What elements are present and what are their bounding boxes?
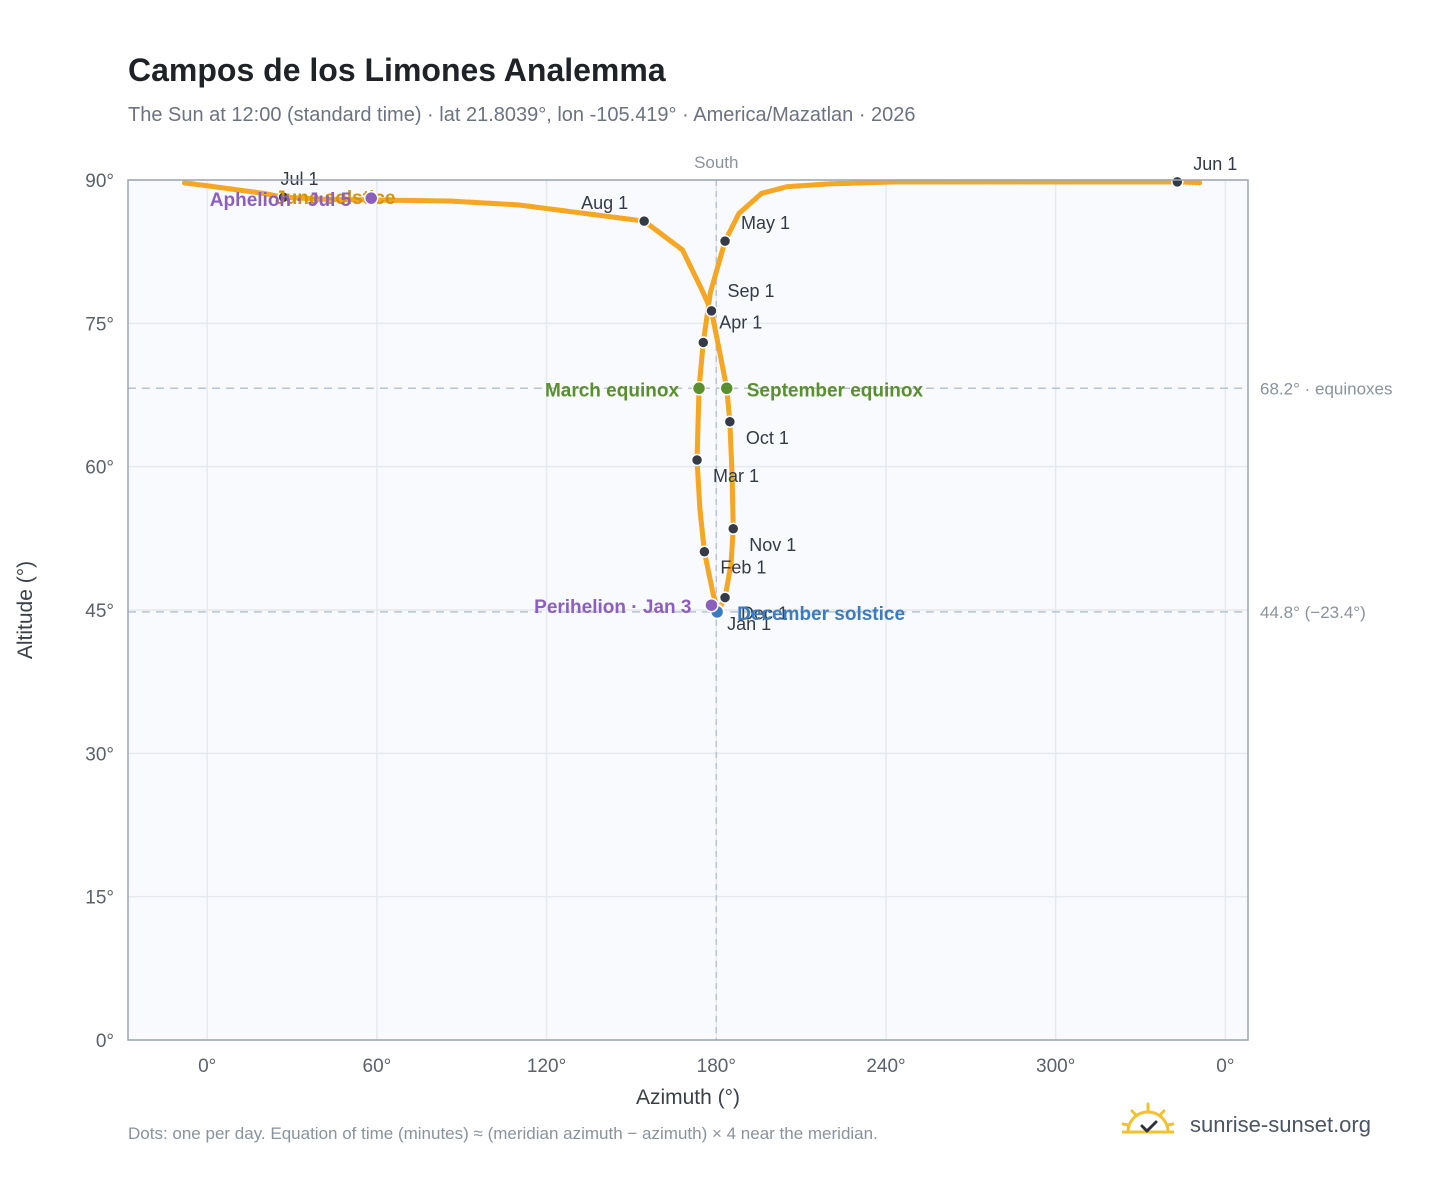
month-marker bbox=[277, 190, 290, 204]
y-tick-label: 60° bbox=[85, 458, 114, 479]
page-subtitle: The Sun at 12:00 (standard time) · lat 2… bbox=[128, 104, 916, 126]
y-tick-label: 30° bbox=[85, 744, 114, 765]
event-marker bbox=[704, 597, 719, 613]
event-marker bbox=[691, 381, 707, 396]
day-dot bbox=[1196, 180, 1203, 186]
month-marker-label: Sep 1 bbox=[727, 281, 774, 301]
x-tick-label: 0° bbox=[198, 1056, 216, 1077]
month-marker-label: Apr 1 bbox=[719, 312, 762, 332]
meridian-label: South bbox=[694, 153, 738, 172]
brand-logo[interactable]: sunrise-sunset.org bbox=[1120, 1100, 1390, 1148]
plot-frame bbox=[127, 179, 1249, 1041]
y-tick-label: 15° bbox=[85, 888, 114, 909]
month-marker bbox=[697, 336, 710, 349]
y-axis-label: Altitude (°) bbox=[14, 561, 37, 659]
y-tick-label: 0° bbox=[96, 1031, 114, 1052]
x-tick-label: 0° bbox=[1216, 1056, 1234, 1077]
month-marker-label: Nov 1 bbox=[749, 535, 796, 555]
y-tick-label: 45° bbox=[85, 601, 114, 622]
event-label: December solstice bbox=[737, 604, 905, 625]
x-tick-label: 180° bbox=[697, 1056, 736, 1077]
month-marker-label: Dec 1 bbox=[741, 604, 788, 624]
month-marker bbox=[723, 415, 737, 429]
event-label: Aphelion · Jul 5 bbox=[210, 190, 352, 211]
brand-name: sunrise-sunset.org bbox=[1190, 1112, 1371, 1137]
month-marker bbox=[690, 453, 704, 467]
event-label: March equinox bbox=[545, 380, 680, 401]
x-tick-label: 300° bbox=[1036, 1056, 1075, 1077]
month-marker-label: Jul 1 bbox=[281, 169, 319, 189]
x-tick-label: 120° bbox=[527, 1056, 566, 1077]
event-label: Perihelion · Jan 3 bbox=[534, 597, 691, 618]
month-marker bbox=[718, 591, 732, 604]
month-marker-label: Jan 1 bbox=[727, 614, 771, 634]
month-marker-label: Jun 1 bbox=[1193, 154, 1237, 174]
month-marker bbox=[727, 522, 740, 536]
month-marker bbox=[718, 234, 732, 248]
month-marker-label: Feb 1 bbox=[720, 558, 766, 578]
sun-check-icon bbox=[1121, 1102, 1175, 1134]
month-marker bbox=[1171, 175, 1184, 189]
y-tick-label: 75° bbox=[85, 314, 114, 335]
event-label: June solstice bbox=[275, 188, 395, 209]
reference-line-label: 68.2° · equinoxes bbox=[1260, 379, 1393, 398]
event-label: September equinox bbox=[747, 380, 924, 401]
page-title: Campos de los Limones Analemma bbox=[128, 52, 666, 88]
y-tick-label: 90° bbox=[85, 171, 114, 192]
footnote: Dots: one per day. Equation of time (min… bbox=[128, 1124, 878, 1143]
month-marker-label: May 1 bbox=[741, 213, 790, 233]
month-marker bbox=[705, 304, 718, 318]
month-marker bbox=[637, 214, 651, 228]
axes: 0° 60° 120° 180° 240° 300° 0° 0° 15° 30° 45° 60° 75°… bbox=[85, 171, 1234, 1077]
x-tick-label: 60° bbox=[363, 1056, 392, 1077]
x-tick-label: 240° bbox=[866, 1056, 905, 1077]
x-axis-label: Azimuth (°) bbox=[636, 1086, 740, 1109]
event-marker bbox=[363, 190, 379, 206]
event-markers: March equinox September equinox December s… bbox=[210, 188, 924, 625]
month-marker-label: Aug 1 bbox=[581, 193, 628, 213]
reference-line-label: 44.8° (−23.4°) bbox=[1260, 603, 1366, 622]
month-marker-label: Oct 1 bbox=[746, 428, 789, 448]
month-marker-label: Mar 1 bbox=[713, 466, 759, 486]
event-marker bbox=[719, 381, 734, 396]
month-marker bbox=[698, 545, 711, 558]
